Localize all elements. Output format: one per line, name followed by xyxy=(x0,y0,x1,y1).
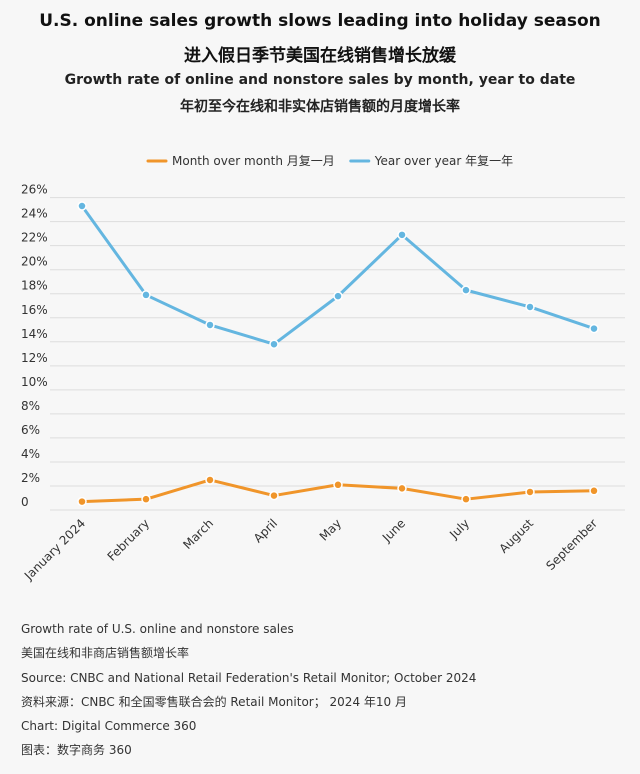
y-tick-label: 24% xyxy=(21,207,48,221)
data-point xyxy=(397,483,407,494)
x-tick-label: July xyxy=(446,516,472,542)
x-tick-label: June xyxy=(379,516,408,545)
chart-subtitle: Growth rate of online and nonstore sales… xyxy=(64,72,576,88)
y-tick-label: 14% xyxy=(21,327,48,341)
legend-label: Year over year 年复一年 xyxy=(374,154,513,168)
data-point xyxy=(205,475,215,485)
note-source: Source: CNBC and National Retail Federat… xyxy=(21,670,477,685)
x-tick-label: March xyxy=(180,516,216,552)
y-tick-label: 6% xyxy=(21,423,40,437)
note-description-chinese: 美国在线和非商店销售额增长率 xyxy=(21,646,190,661)
data-point xyxy=(333,291,343,301)
x-tick-label: September xyxy=(543,516,600,573)
chart-subtitle-chinese: 年初至今在线和非实体店销售额的月度增长率 xyxy=(180,99,460,115)
data-point xyxy=(589,486,599,496)
chart-notes: Growth rate of U.S. online and nonstore … xyxy=(21,620,621,766)
line-chart: 0 2% 4% 6% 8% 10% 12% 14% 16% 18% 20% 22% 24% 26% Janu… xyxy=(21,154,625,583)
data-point xyxy=(589,323,599,334)
y-tick-label: 16% xyxy=(21,303,48,317)
data-point xyxy=(77,496,87,507)
y-tick-label: 10% xyxy=(21,375,48,389)
data-point xyxy=(397,230,407,240)
data-point xyxy=(269,339,279,349)
x-tick-label: February xyxy=(105,516,153,564)
data-point xyxy=(141,494,151,504)
data-point xyxy=(461,285,471,295)
series-line xyxy=(80,204,596,346)
note-source-chinese: 资料来源：CNBC 和全国零售联合会的 Retail Monitor； 2024… xyxy=(21,694,407,709)
legend-label: Month over month 月复一月 xyxy=(172,154,335,168)
data-point xyxy=(333,480,343,490)
y-tick-label: 12% xyxy=(21,351,48,365)
y-tick-label: 0 xyxy=(21,495,29,509)
data-point xyxy=(141,290,151,300)
data-point xyxy=(269,490,279,501)
note-credit: Chart: Digital Commerce 360 xyxy=(21,719,197,734)
x-tick-label: January 2024 xyxy=(21,516,88,583)
y-tick-label: 20% xyxy=(21,255,48,269)
x-tick-label: April xyxy=(251,516,280,545)
y-tick-label: 4% xyxy=(21,447,40,461)
y-tick-label: 2% xyxy=(21,471,40,485)
y-tick-label: 22% xyxy=(21,231,48,245)
data-point xyxy=(525,487,535,497)
x-tick-label: August xyxy=(497,516,537,556)
data-point xyxy=(461,494,471,504)
data-point xyxy=(205,320,215,330)
y-tick-label: 18% xyxy=(21,279,48,293)
y-tick-label: 26% xyxy=(21,183,48,197)
data-point xyxy=(77,201,87,211)
note-credit-chinese: 图表：数字商务 360 xyxy=(21,743,132,758)
data-point xyxy=(525,302,535,312)
note-description: Growth rate of U.S. online and nonstore … xyxy=(21,622,294,636)
chart-title: U.S. online sales growth slows leading i… xyxy=(39,11,601,31)
chart-title-chinese: 进入假日季节美国在线销售增长放缓 xyxy=(184,46,456,66)
y-tick-label: 8% xyxy=(21,399,40,413)
x-tick-label: May xyxy=(317,516,344,543)
